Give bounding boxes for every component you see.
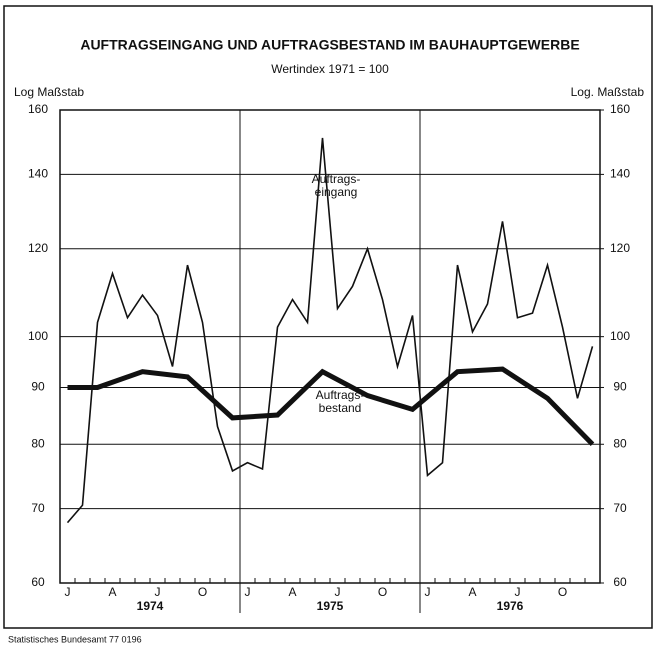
y2-tick-label: 120 (610, 241, 630, 255)
y-tick-label: 160 (28, 102, 48, 116)
y2-axis-label: Log. Maßstab (571, 85, 645, 99)
series-line (67, 366, 595, 447)
y2-tick-label: 80 (613, 436, 627, 450)
y-axis-label: Log Maßstab (14, 85, 84, 99)
year-label: 1976 (497, 599, 524, 613)
y2-tick-label: 70 (613, 501, 627, 515)
year-label: 1975 (317, 599, 344, 613)
x-tick-label: A (468, 585, 476, 599)
x-tick-label: J (155, 585, 161, 599)
x-tick-label: J (425, 585, 431, 599)
y-tick-label: 80 (31, 436, 45, 450)
y2-tick-label: 160 (610, 102, 630, 116)
source: Statistisches Bundesamt 77 0196 (8, 634, 142, 644)
x-tick-label: A (108, 585, 116, 599)
x-tick-label: O (378, 585, 387, 599)
y2-tick-label: 140 (610, 167, 630, 181)
y-tick-label: 100 (28, 329, 48, 343)
x-tick-label: J (245, 585, 251, 599)
chart-subtitle: Wertindex 1971 = 100 (271, 62, 389, 76)
x-tick-label: J (65, 585, 71, 599)
series-line (66, 137, 594, 524)
y-tick-label: 60 (31, 575, 45, 589)
x-tick-label: O (198, 585, 207, 599)
x-tick-label: A (288, 585, 296, 599)
y2-tick-label: 100 (610, 329, 630, 343)
y-tick-label: 90 (31, 380, 45, 394)
series-label: Auftrags-bestand (316, 388, 365, 415)
x-tick-label: O (558, 585, 567, 599)
frame (3, 5, 653, 629)
y2-tick-label: 90 (613, 380, 627, 394)
y-tick-label: 140 (28, 167, 48, 181)
y-tick-label: 70 (31, 501, 45, 515)
series-label: Auftrags-eingang (312, 172, 361, 199)
x-tick-label: J (515, 585, 521, 599)
y2-tick-label: 60 (613, 575, 627, 589)
y-tick-label: 120 (28, 241, 48, 255)
chart-title: AUFTRAGSEINGANG UND AUFTRAGSBESTAND IM B… (80, 37, 579, 53)
x-tick-label: J (335, 585, 341, 599)
year-label: 1974 (137, 599, 164, 613)
